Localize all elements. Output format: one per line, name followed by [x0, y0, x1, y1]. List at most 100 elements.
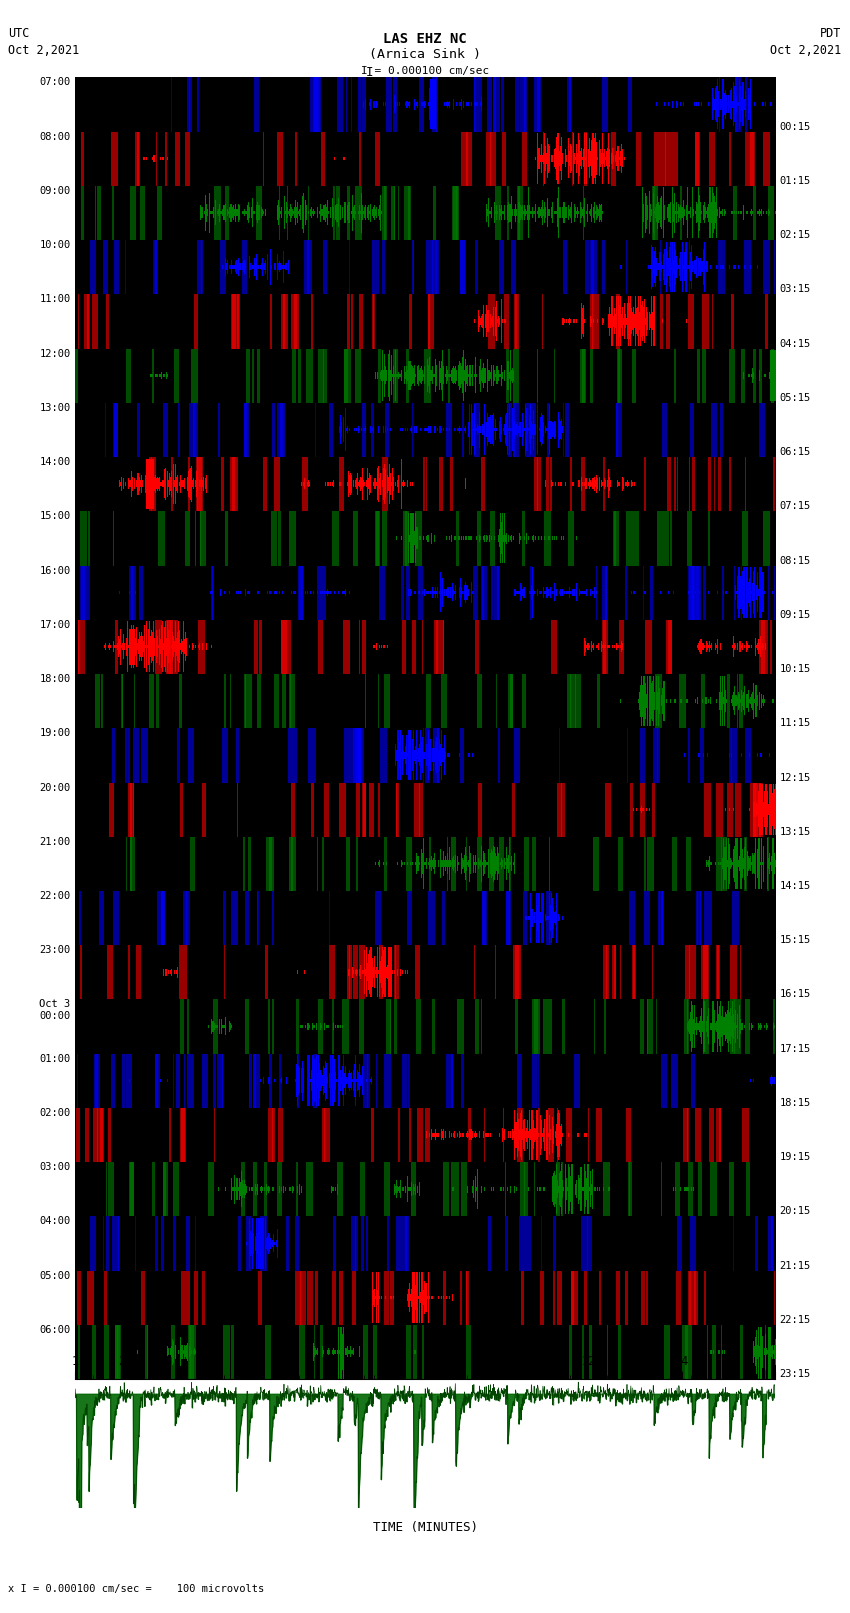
Text: 13:00: 13:00 — [39, 403, 71, 413]
Bar — [231, 1324, 234, 1379]
Bar — [536, 348, 538, 403]
Bar — [292, 348, 296, 403]
Bar — [173, 1216, 176, 1271]
Bar — [694, 132, 699, 185]
Bar — [260, 1216, 267, 1271]
Bar — [322, 240, 326, 294]
Bar — [444, 1161, 450, 1216]
Bar — [406, 1324, 411, 1379]
Text: 10:00: 10:00 — [39, 240, 71, 250]
Bar — [394, 945, 396, 1000]
Bar — [283, 294, 288, 348]
Bar — [81, 566, 85, 619]
Bar — [171, 456, 173, 511]
Bar — [428, 837, 431, 890]
Bar — [297, 1161, 298, 1216]
Bar — [103, 240, 108, 294]
Bar — [690, 1216, 693, 1271]
Bar — [553, 1216, 556, 1271]
Bar — [363, 1324, 368, 1379]
Bar — [423, 456, 426, 511]
Bar — [253, 1161, 257, 1216]
Bar — [701, 945, 708, 1000]
Bar — [231, 294, 236, 348]
Bar — [252, 348, 254, 403]
Bar — [611, 132, 616, 185]
Bar — [486, 132, 490, 185]
Bar — [189, 456, 190, 511]
Text: 14:15: 14:15 — [779, 881, 811, 890]
Bar — [126, 348, 132, 403]
Bar — [286, 1216, 289, 1271]
Bar — [496, 185, 501, 240]
Bar — [366, 1053, 370, 1108]
Text: 21:00: 21:00 — [39, 837, 71, 847]
Bar — [507, 890, 510, 945]
Bar — [739, 674, 743, 729]
Bar — [659, 890, 660, 945]
Bar — [137, 403, 140, 456]
Bar — [474, 77, 479, 132]
Bar — [281, 294, 285, 348]
Bar — [112, 729, 116, 782]
Bar — [414, 782, 420, 837]
Bar — [296, 1000, 298, 1053]
Bar — [727, 674, 730, 729]
Bar — [688, 240, 690, 294]
Bar — [221, 456, 224, 511]
Bar — [751, 782, 757, 837]
Bar — [147, 1324, 149, 1379]
Bar — [202, 1053, 207, 1108]
Bar — [612, 945, 616, 1000]
Bar — [475, 1000, 479, 1053]
Bar — [350, 294, 353, 348]
Bar — [692, 566, 699, 619]
Text: 17:15: 17:15 — [779, 1044, 811, 1053]
Bar — [95, 1053, 99, 1108]
Bar — [358, 729, 364, 782]
Bar — [256, 185, 262, 240]
Bar — [711, 1324, 716, 1379]
Bar — [184, 511, 190, 566]
Bar — [360, 1161, 365, 1216]
Bar — [567, 674, 570, 729]
Bar — [286, 185, 288, 240]
Bar — [308, 729, 314, 782]
Bar — [753, 782, 758, 837]
Bar — [721, 837, 728, 890]
Bar — [688, 1161, 693, 1216]
Text: Oct 2,2021: Oct 2,2021 — [770, 44, 842, 56]
Text: 04:00: 04:00 — [39, 1216, 71, 1226]
Bar — [691, 1053, 694, 1108]
Bar — [756, 782, 763, 837]
Bar — [371, 403, 375, 456]
Bar — [311, 294, 313, 348]
Bar — [259, 619, 262, 674]
Bar — [643, 566, 644, 619]
Bar — [298, 1053, 299, 1108]
Bar — [337, 185, 340, 240]
Bar — [602, 77, 609, 132]
Bar — [112, 1216, 119, 1271]
Bar — [581, 1324, 584, 1379]
Bar — [703, 566, 705, 619]
Bar — [761, 619, 768, 674]
Bar — [450, 456, 453, 511]
Bar — [80, 566, 85, 619]
Bar — [460, 240, 466, 294]
Bar — [161, 1216, 164, 1271]
Bar — [343, 1000, 348, 1053]
Bar — [644, 456, 646, 511]
Bar — [550, 456, 552, 511]
Bar — [589, 1324, 592, 1379]
Bar — [184, 1053, 185, 1108]
Bar — [520, 77, 526, 132]
Bar — [224, 674, 226, 729]
Bar — [704, 890, 711, 945]
Bar — [768, 185, 774, 240]
Bar — [570, 674, 575, 729]
Bar — [185, 132, 190, 185]
Bar — [202, 1271, 205, 1324]
Bar — [688, 511, 692, 566]
Bar — [666, 294, 671, 348]
